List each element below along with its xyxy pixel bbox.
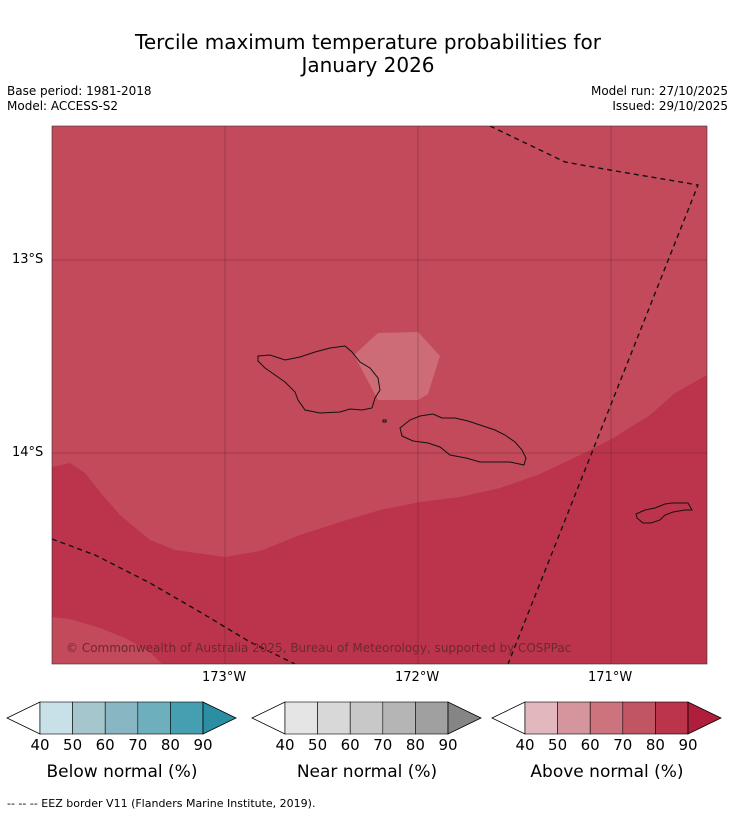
colorbar-above-swatches xyxy=(491,701,722,735)
title-line-2: January 2026 xyxy=(301,53,435,77)
chart-title: Tercile maximum temperature probabilitie… xyxy=(0,31,736,77)
model-name: Model: ACCESS-S2 xyxy=(7,99,119,113)
colorbar-swatch xyxy=(655,701,689,735)
colorbar-swatch xyxy=(284,701,318,735)
tick-label: 80 xyxy=(645,736,665,754)
colorbar-below-normal xyxy=(6,701,237,735)
lower-probability-corner xyxy=(52,617,162,664)
savaii-island xyxy=(257,345,381,414)
colorbar-swatch xyxy=(524,701,558,735)
colorbar-near-normal xyxy=(251,701,482,735)
tick-label: 80 xyxy=(405,736,425,754)
colorbar-under-arrow xyxy=(491,701,526,735)
tick-label: 90 xyxy=(438,736,458,754)
tick-label: 60 xyxy=(580,736,600,754)
colorbar-swatch xyxy=(137,701,171,735)
colorbar-swatch xyxy=(415,701,449,735)
probability-map xyxy=(51,125,708,665)
graticule xyxy=(52,126,707,664)
colorbar-under-arrow xyxy=(251,701,286,735)
tick-label: 50 xyxy=(63,736,83,754)
tick-label: 80 xyxy=(160,736,180,754)
colorbar-under-arrow xyxy=(6,701,41,735)
colorbar-near-swatches xyxy=(251,701,482,735)
upolu-island xyxy=(399,413,527,466)
colorbar-swatch xyxy=(557,701,591,735)
tutuila-island xyxy=(635,502,693,524)
colorbar-below-ticks: 40 50 60 70 80 90 xyxy=(30,736,212,754)
lon-label-171w: 171°W xyxy=(588,670,633,685)
colorbar-swatch xyxy=(622,701,656,735)
tick-label: 50 xyxy=(308,736,328,754)
colorbar-above-ticks: 40 50 60 70 80 90 xyxy=(515,736,697,754)
tick-label: 40 xyxy=(30,736,50,754)
colorbar-over-arrow xyxy=(202,701,237,735)
lon-label-173w: 173°W xyxy=(202,670,247,685)
tick-label: 60 xyxy=(95,736,115,754)
tick-label: 90 xyxy=(678,736,698,754)
meta-right: Model run: 27/10/2025 Issued: 29/10/2025 xyxy=(591,84,728,114)
colorbar-near-title: Near normal (%) xyxy=(296,762,438,782)
colorbar-swatch xyxy=(382,701,416,735)
colorbar-swatch xyxy=(349,701,384,735)
tick-label: 70 xyxy=(613,736,633,754)
colorbar-swatch xyxy=(589,701,624,735)
meta-left: Base period: 1981-2018 Model: ACCESS-S2 xyxy=(7,84,152,114)
copyright-notice: © Commonwealth of Australia 2025, Bureau… xyxy=(66,641,572,655)
lat-label-13s: 13°S xyxy=(12,252,44,267)
colorbar-below-swatches xyxy=(6,701,237,735)
higher-probability-band xyxy=(52,375,707,664)
lon-label-172w: 172°W xyxy=(395,670,440,685)
tick-label: 90 xyxy=(193,736,213,754)
lat-label-14s: 14°S xyxy=(12,445,44,460)
colorbar-swatch xyxy=(317,701,351,735)
colorbar-over-arrow xyxy=(687,701,722,735)
tick-label: 70 xyxy=(373,736,393,754)
colorbar-swatch xyxy=(104,701,139,735)
tick-label: 50 xyxy=(548,736,568,754)
colorbar-near-ticks: 40 50 60 70 80 90 xyxy=(275,736,457,754)
tick-label: 70 xyxy=(128,736,148,754)
manono-islet xyxy=(382,419,387,423)
colorbar-swatch xyxy=(72,701,106,735)
model-run: Model run: 27/10/2025 xyxy=(590,84,728,98)
eez-border xyxy=(52,126,699,664)
colorbar-below-title: Below normal (%) xyxy=(46,762,198,782)
colorbar-above-normal xyxy=(491,701,722,735)
colorbar-swatch xyxy=(170,701,204,735)
issued-date: Issued: 29/10/2025 xyxy=(612,99,728,113)
colorbar-over-arrow xyxy=(447,701,482,735)
colorbar-swatch xyxy=(39,701,73,735)
near-normal-patch xyxy=(354,332,440,400)
tick-label: 60 xyxy=(340,736,360,754)
tick-label: 40 xyxy=(515,736,535,754)
tick-label: 40 xyxy=(275,736,295,754)
coastlines xyxy=(257,345,693,524)
eez-legend-note: -- -- -- EEZ border V11 (Flanders Marine… xyxy=(7,797,316,810)
colorbar-above-title: Above normal (%) xyxy=(530,762,684,782)
base-period: Base period: 1981-2018 xyxy=(7,84,152,98)
title-line-1: Tercile maximum temperature probabilitie… xyxy=(135,30,601,54)
